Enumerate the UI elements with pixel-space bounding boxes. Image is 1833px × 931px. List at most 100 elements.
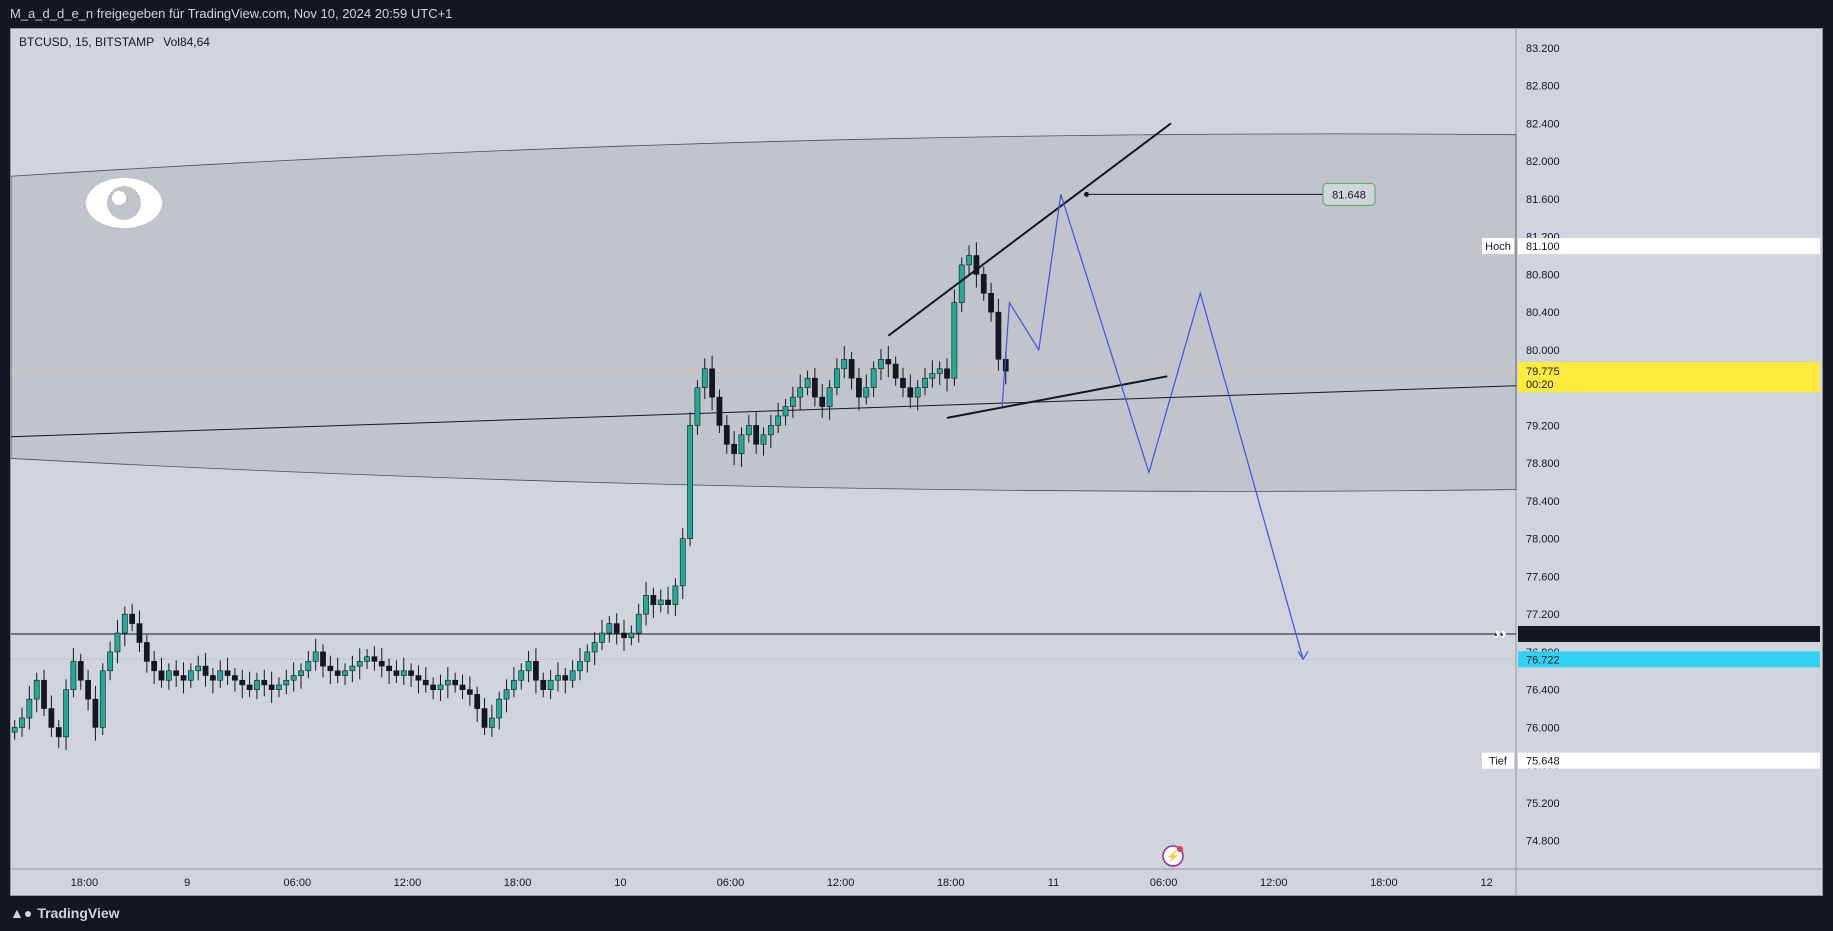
candle-body: [944, 368, 950, 379]
candle-body: [878, 359, 884, 370]
price-badge-label: Hoch: [1485, 241, 1511, 253]
candle-body: [165, 670, 172, 681]
candle-body: [745, 425, 752, 436]
wedge-upper-trendline[interactable]: [887, 122, 1172, 337]
candle-body: [856, 377, 862, 398]
candle-body: [356, 661, 363, 667]
legend-symbol: BTCUSD, 15, BITSTAMP: [19, 35, 154, 49]
bar-countdown: 00:20: [1526, 379, 1554, 391]
candle-body: [415, 675, 422, 681]
candle-body: [386, 665, 392, 672]
time-tick-label: 11: [1048, 877, 1059, 889]
candle-body: [327, 665, 334, 672]
price-tick-label: 77.200: [1526, 609, 1560, 621]
candle-body: [826, 387, 833, 407]
projection-path[interactable]: [1001, 194, 1304, 660]
channel-band: [11, 133, 1517, 492]
candle-body: [107, 651, 113, 672]
price-chart[interactable]: 81.64874.80075.20075.60076.00076.40076.8…: [11, 29, 1822, 895]
candle-body: [540, 679, 547, 690]
candle-body: [709, 368, 715, 398]
price-tick-label: 78.000: [1526, 534, 1560, 546]
candle-body: [466, 689, 473, 695]
candle-body: [782, 406, 789, 417]
candle-body: [239, 679, 246, 686]
candle-body: [70, 661, 77, 690]
header-title: M_a_d_d_e_n freigegeben für TradingView.…: [10, 6, 453, 21]
wedge-lower-trendline[interactable]: [946, 375, 1168, 419]
price-tick-label: 74.800: [1526, 836, 1560, 848]
candle-body: [481, 708, 488, 728]
candle-body: [643, 594, 649, 615]
candle-body: [591, 642, 598, 653]
candle-body: [635, 613, 642, 634]
candle-body: [650, 594, 657, 606]
price-tick-label: 82.000: [1526, 156, 1560, 168]
candle-body: [613, 623, 620, 634]
candle-body: [716, 396, 723, 426]
candle-body: [99, 670, 106, 728]
level-price-badge-bg: [1518, 625, 1820, 642]
price-badge-value: 81.100: [1526, 241, 1560, 253]
candle-body: [562, 675, 569, 681]
candle-body: [797, 387, 804, 398]
time-tick-label: 18:00: [504, 877, 532, 889]
candle-body: [988, 292, 994, 313]
candle-body: [92, 698, 99, 728]
candle-body: [907, 387, 914, 398]
candle-body: [364, 656, 370, 662]
time-tick-label: 18:00: [937, 877, 965, 889]
price-axis[interactable]: [1516, 29, 1822, 895]
tradingview-brand[interactable]: ▲● TradingView: [10, 905, 120, 921]
current-price-value: 79.775: [1526, 366, 1560, 378]
candle-body: [276, 684, 282, 690]
candle-body: [136, 623, 143, 643]
candle-body: [459, 684, 466, 690]
candle-body: [885, 359, 892, 365]
candle-body: [687, 425, 693, 539]
candle-body: [143, 642, 150, 662]
candle-body: [48, 708, 55, 728]
price-tick-label: 80.400: [1526, 307, 1560, 319]
price-tick-label: 81.600: [1526, 194, 1560, 206]
candle-body: [224, 670, 231, 676]
candle-body: [444, 679, 451, 686]
candle-body: [936, 368, 943, 374]
candle-body: [55, 727, 62, 738]
candle-body: [973, 255, 980, 275]
price-tick-label: 77.600: [1526, 571, 1560, 583]
candle-body: [863, 387, 870, 398]
annotation-callout[interactable]: [1322, 182, 1376, 206]
header-bar: M_a_d_d_e_n freigegeben für TradingView.…: [0, 0, 1833, 28]
candle-body: [77, 661, 84, 681]
candle-body: [121, 613, 128, 634]
time-tick-label: 18:00: [71, 877, 99, 889]
chart-area[interactable]: 81.64874.80075.20075.60076.00076.40076.8…: [10, 28, 1823, 896]
time-tick-label: 10: [614, 877, 626, 889]
candle-body: [114, 632, 121, 653]
candle-body: [775, 415, 782, 426]
candle-body: [701, 368, 708, 388]
price-badge-bg: [1518, 238, 1820, 255]
candle-body: [533, 661, 539, 681]
candle-body: [760, 434, 767, 445]
candle-body: [958, 264, 965, 304]
time-tick-label: 06:00: [717, 877, 745, 889]
candle-body: [819, 396, 826, 407]
price-badge-label-bg: [1482, 752, 1514, 769]
channel-midline: [11, 385, 1517, 438]
candle-body: [217, 670, 224, 681]
time-tick-label: 06:00: [1150, 877, 1178, 889]
candle-body: [657, 599, 664, 606]
candle-body: [63, 689, 69, 738]
footer-bar: ▲● TradingView: [0, 896, 1833, 931]
candle-body: [584, 651, 591, 662]
price-tick-label: 80.800: [1526, 269, 1560, 281]
candle-body: [400, 670, 407, 676]
level-price-badge-value: 76.990: [1526, 629, 1560, 641]
candle-body: [349, 665, 356, 672]
candle-body: [158, 670, 165, 681]
candle-body: [151, 661, 158, 672]
candle-body: [187, 670, 194, 681]
candle-body: [870, 368, 877, 388]
